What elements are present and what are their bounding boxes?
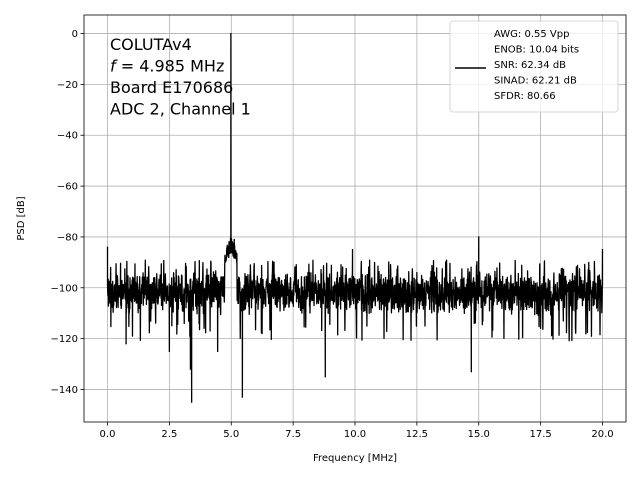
y-tick-label: −60 <box>57 182 78 193</box>
spectral-peak-point <box>233 238 235 241</box>
spectral-dip-point <box>470 371 472 373</box>
spectral-dip-point <box>189 368 192 370</box>
x-tick-label: 15.0 <box>468 429 490 440</box>
spectral-dip-point <box>191 401 193 403</box>
x-axis-label: Frequency [MHz] <box>313 453 397 464</box>
spectral-peak-point <box>601 249 604 251</box>
axis-ticks: 0.0 2.5 5.0 7.5 10.0 12.5 15.0 17.5 20.0 0 −20 −40 −… <box>51 29 614 440</box>
legend-entry-awg: AWG: 0.55 Vpp <box>494 29 569 40</box>
x-tick-label: 2.5 <box>161 429 177 440</box>
y-tick-label: −40 <box>57 131 78 142</box>
spectral-peak-point <box>351 249 354 251</box>
annotation-board: Board E170686 <box>110 78 233 97</box>
x-tick-label: 10.0 <box>344 429 366 440</box>
spectral-peak-point <box>228 256 230 258</box>
annotation-block: COLUTAv4 f = 4.985 MHz Board E170686 ADC… <box>110 35 251 119</box>
spectral-peak-point <box>478 236 480 238</box>
y-tick-label: −120 <box>51 334 78 345</box>
annotation-chip: COLUTAv4 <box>110 35 192 54</box>
legend-entry-snr: SNR: 62.34 dB <box>494 60 566 71</box>
psd-series-line <box>106 32 604 403</box>
legend-entry-enob: ENOB: 10.04 bits <box>494 45 579 56</box>
spectral-dip-point <box>168 350 170 352</box>
spectral-dip-point <box>241 396 243 398</box>
y-tick-label: 0 <box>72 29 78 40</box>
legend-entry-sinad: SINAD: 62.21 dB <box>494 76 577 87</box>
x-tick-label: 0.0 <box>100 429 116 440</box>
annotation-frequency: f = 4.985 MHz <box>110 57 224 76</box>
y-tick-label: −20 <box>57 80 78 91</box>
annotation-frequency-value: = 4.985 MHz <box>116 57 225 76</box>
x-tick-label: 20.0 <box>591 429 613 440</box>
y-axis-label: PSD [dB] <box>16 196 27 240</box>
x-tick-label: 7.5 <box>285 429 301 440</box>
annotation-frequency-symbol: f <box>110 57 118 76</box>
x-tick-label: 5.0 <box>223 429 239 440</box>
legend: AWG: 0.55 Vpp ENOB: 10.04 bits SNR: 62.3… <box>449 20 619 113</box>
x-tick-label: 12.5 <box>406 429 428 440</box>
annotation-channel: ADC 2, Channel 1 <box>110 100 251 119</box>
legend-frame <box>449 20 619 113</box>
spectral-dip-point <box>125 343 127 345</box>
x-tick-label: 17.5 <box>529 429 551 440</box>
spectral-peak-point <box>230 32 232 35</box>
legend-entry-sfdr: SFDR: 80.66 <box>494 91 556 102</box>
y-tick-label: −140 <box>51 385 78 396</box>
plot-area <box>106 32 604 403</box>
grid-lines <box>84 15 626 422</box>
spectral-dip-point <box>324 376 326 378</box>
spectral-dip-point <box>217 350 219 352</box>
spectral-peak-point <box>106 246 109 248</box>
y-tick-label: −100 <box>51 283 78 294</box>
y-tick-label: −80 <box>57 232 78 243</box>
